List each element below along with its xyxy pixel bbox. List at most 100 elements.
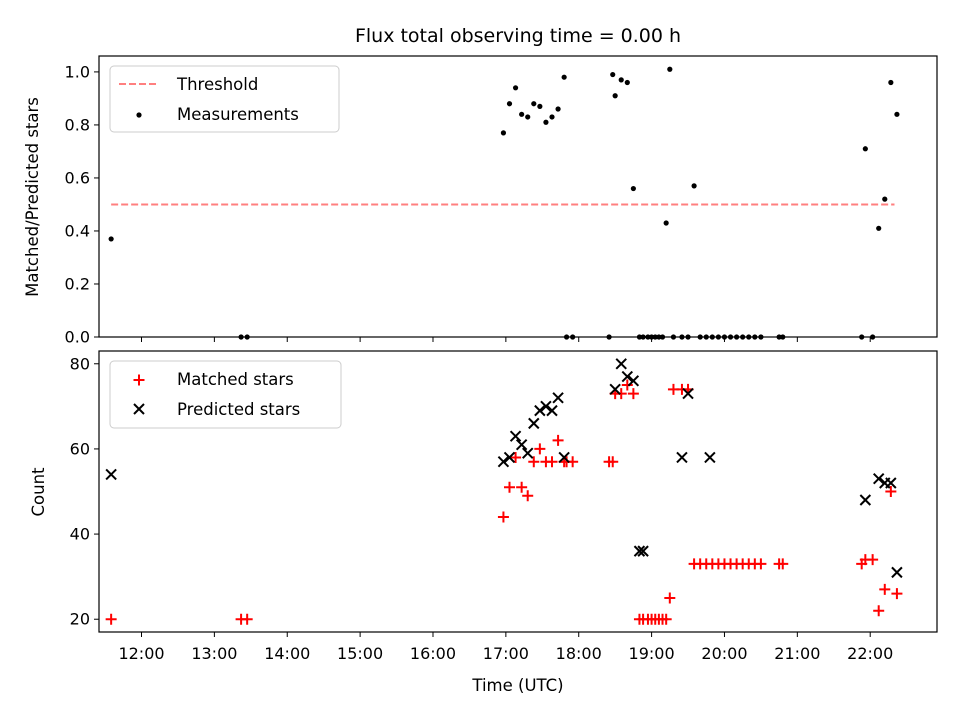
predicted-star-point (872, 473, 885, 485)
predicted-star-point (885, 477, 897, 489)
matched-star-point (105, 613, 117, 625)
measurement-point (870, 334, 876, 340)
measurement-point (656, 334, 662, 340)
top-y-tick-label: 0.0 (65, 328, 90, 347)
top-legend: Threshold Measurements (109, 65, 340, 133)
predicted-star-point (704, 451, 716, 464)
legend-measurements-marker (136, 112, 142, 118)
measurement-point (618, 77, 624, 83)
measurement-point (752, 334, 758, 340)
measurement-point (776, 334, 782, 340)
measurement-point (645, 334, 651, 340)
matched-star-point (755, 558, 767, 570)
measurement-point (238, 334, 244, 340)
measurement-point (703, 334, 709, 340)
top-y-ticks: 0.0 0.2 0.4 0.6 0.8 1.0 (65, 62, 99, 347)
measurement-point (525, 114, 531, 120)
matched-star-point (867, 554, 879, 566)
legend-threshold-label: Threshold (176, 75, 258, 94)
bottom-data-layer (105, 358, 903, 625)
measurement-point (624, 79, 630, 86)
matched-star-point (534, 443, 546, 455)
measurement-point (697, 334, 703, 340)
top-y-tick-label: 0.2 (65, 274, 90, 293)
measurement-point (500, 130, 507, 136)
measurement-point (563, 334, 570, 340)
top-panel: 0.0 0.2 0.4 0.6 0.8 1.0 Matched/Predicted sta… (23, 55, 938, 347)
predicted-star-point (615, 358, 627, 370)
matched-star-point (615, 388, 627, 400)
predicted-star-point (682, 387, 694, 400)
top-y-axis-label: Matched/Predicted stars (23, 97, 42, 297)
legend-matched-label: Matched stars (177, 370, 294, 389)
matched-star-point (528, 456, 540, 468)
matched-star-point (607, 456, 619, 468)
legend-predicted-label: Predicted stars (177, 400, 300, 419)
measurement-point (859, 334, 865, 340)
predicted-star-point (534, 404, 546, 417)
x-tick-label: 19:00 (629, 644, 675, 663)
measurement-point (888, 79, 894, 86)
bottom-y-ticks: 20 40 60 80 (70, 354, 99, 629)
matched-star-point (660, 613, 672, 625)
top-legend-box (109, 65, 340, 133)
measurement-point (862, 146, 868, 152)
predicted-star-point (676, 451, 688, 464)
measurement-point (531, 101, 537, 107)
measurement-point (606, 334, 612, 340)
matched-star-point (879, 583, 891, 595)
top-x-ticks (141, 337, 871, 342)
measurement-point (780, 334, 786, 340)
bottom-legend-box (109, 360, 342, 429)
measurement-point (670, 334, 677, 340)
legend-matched-marker (133, 374, 145, 386)
matched-star-point (885, 486, 897, 497)
measurement-point (663, 220, 669, 226)
measurement-point (612, 93, 618, 99)
measurement-point (746, 334, 752, 340)
measurement-point (636, 334, 643, 340)
predicted-star-point (515, 438, 528, 451)
x-tick-label: 13:00 (191, 644, 237, 663)
predicted-star-point (540, 400, 552, 413)
matched-star-point (621, 379, 633, 391)
predicted-star-point (546, 404, 558, 417)
measurement-point (537, 103, 543, 109)
measurement-point (667, 66, 673, 72)
legend-predicted-marker (133, 403, 145, 415)
measurement-point (659, 334, 666, 340)
measurement-point (685, 334, 691, 340)
measurement-point (244, 334, 250, 340)
predicted-star-point (497, 455, 510, 468)
predicted-star-point (552, 392, 564, 404)
measurement-point (555, 106, 561, 112)
matched-star-point (873, 605, 885, 617)
predicted-star-point (633, 545, 646, 557)
predicted-star-point (621, 370, 634, 383)
bottom-x-ticks: 12:00 13:00 14:00 15:00 16:00 17:00 18:00 19:00… (118, 632, 893, 663)
predicted-star-point (637, 545, 649, 557)
top-y-tick-label: 0.4 (65, 221, 90, 240)
matched-star-point (552, 434, 564, 446)
measurement-point (709, 334, 715, 340)
measurement-point (740, 334, 746, 340)
predicted-star-point (609, 383, 621, 396)
measurement-point (640, 334, 646, 340)
measurement-point (561, 74, 567, 80)
matched-star-point (497, 511, 509, 523)
bottom-legend: Matched stars Predicted stars (109, 360, 342, 429)
top-y-tick-label: 1.0 (65, 62, 90, 81)
matched-star-point (522, 490, 534, 502)
measurement-point (108, 236, 114, 242)
predicted-star-point (503, 451, 516, 464)
measurement-point (610, 71, 616, 78)
matched-star-point (777, 558, 789, 570)
bottom-y-tick-label: 40 (70, 525, 90, 544)
bottom-y-tick-label: 20 (70, 610, 90, 629)
predicted-star-point (891, 566, 903, 579)
measurement-point (652, 334, 658, 340)
x-tick-label: 16:00 (410, 644, 456, 663)
measurement-point (543, 119, 549, 125)
